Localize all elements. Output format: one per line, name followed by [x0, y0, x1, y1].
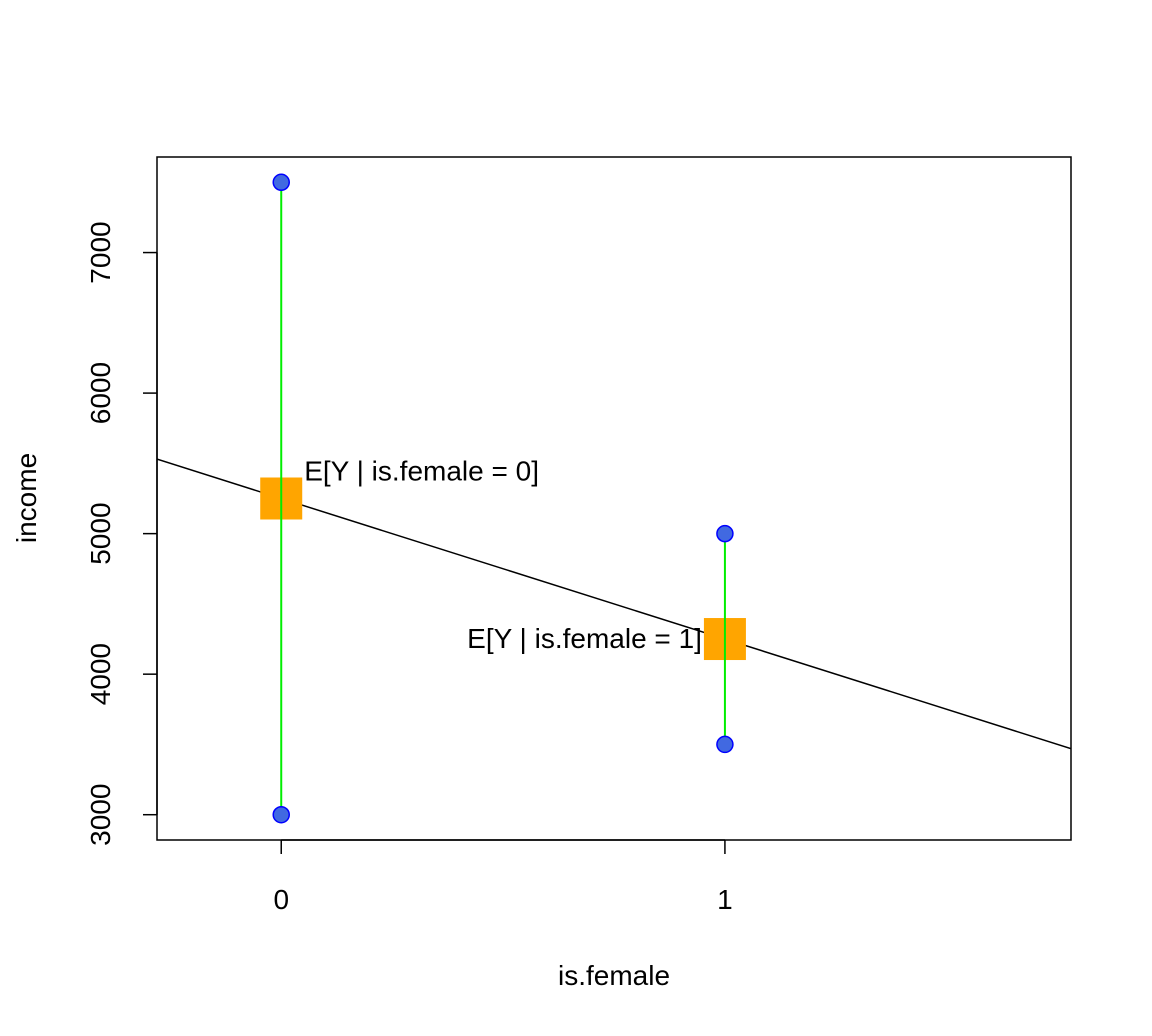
y-tick-label: 3000 [85, 784, 116, 846]
x-tick-label: 1 [717, 884, 733, 915]
y-tick-label: 4000 [85, 643, 116, 705]
mean-annotation: E[Y | is.female = 0] [304, 456, 539, 487]
regression-line [157, 458, 1071, 750]
axes: 0 1 3000 4000 5000 6000 7000 [85, 221, 733, 915]
mean-annotation: E[Y | is.female = 1] [467, 623, 702, 654]
data-point [716, 524, 734, 543]
y-axis-label: income [11, 453, 42, 543]
data-point [716, 735, 734, 754]
y-tick-label: 5000 [85, 502, 116, 564]
data-point [272, 805, 290, 824]
x-axis-label: is.female [558, 960, 670, 991]
plot-area [157, 173, 1071, 824]
y-tick-label: 6000 [85, 362, 116, 424]
plot-frame [156, 156, 1072, 841]
annotations: E[Y | is.female = 0] E[Y | is.female = 1] [304, 456, 702, 655]
x-tick-label: 0 [273, 884, 289, 915]
data-point [272, 173, 290, 192]
y-tick-label: 7000 [85, 221, 116, 283]
